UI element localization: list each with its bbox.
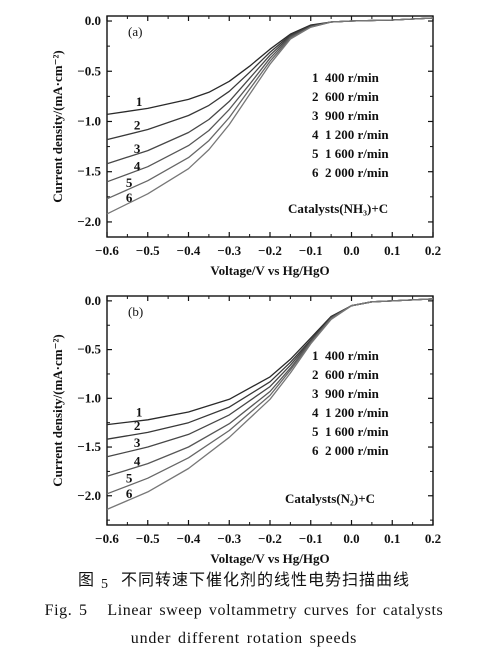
- x-tick-label: −0.4: [177, 243, 201, 258]
- y-tick-label: −0.5: [77, 63, 101, 78]
- x-tick-label: 0.1: [384, 243, 400, 258]
- x-tick-label: −0.3: [217, 243, 241, 258]
- legend-entry: 4 1 200 r/min: [312, 405, 389, 420]
- series-line-6: [106, 298, 434, 510]
- x-tick-label: 0.2: [425, 243, 441, 258]
- legend-entry: 5 1 600 r/min: [312, 424, 389, 439]
- legend-entry: 6 2 000 r/min: [312, 165, 389, 180]
- legend-entry: 5 1 600 r/min: [312, 146, 389, 161]
- series-label-3: 3: [134, 141, 141, 156]
- x-axis-title: Voltage/V vs Hg/HgO: [210, 263, 329, 278]
- x-tick-label: −0.5: [136, 531, 160, 546]
- series-label-6: 6: [126, 486, 133, 501]
- x-tick-label: −0.1: [299, 243, 323, 258]
- x-tick-label: 0.1: [384, 531, 400, 546]
- series-label-2: 2: [134, 118, 141, 133]
- caption-english-line-2: under different rotation speeds: [130, 630, 358, 647]
- series-line-2: [106, 17, 434, 141]
- legend-entry: 2 600 r/min: [312, 89, 380, 104]
- series-label-3: 3: [134, 435, 141, 450]
- caption-cn-fig-number: 5: [101, 577, 110, 592]
- chart-panel-b: −0.6 −0.5 −0.4 −0.3 −0.2 −0.1 0.0 0.1 0.2 0.0 −0.5…: [50, 293, 441, 566]
- x-tick-label: −0.4: [177, 531, 201, 546]
- legend-entry: 3 900 r/min: [312, 108, 380, 123]
- legend-entry: 2 600 r/min: [312, 367, 380, 382]
- caption-cn-text: 不同转速下催化剂的线性电势扫描曲线: [121, 570, 411, 589]
- x-axis-title: Voltage/V vs Hg/HgO: [210, 551, 329, 566]
- x-tick-label: 0.0: [343, 531, 359, 546]
- y-tick-label: −1.0: [77, 390, 101, 405]
- series-line-5: [106, 298, 434, 495]
- series-label-1: 1: [136, 94, 143, 109]
- x-tick-label: −0.2: [258, 243, 282, 258]
- series-label-6: 6: [126, 190, 133, 205]
- y-tick-label: −2.0: [77, 488, 101, 503]
- catalyst-annotation: Catalysts(N₂)+C: [285, 491, 375, 506]
- legend-entry: 6 2 000 r/min: [312, 443, 389, 458]
- y-tick-label: 0.0: [85, 13, 101, 28]
- x-tick-label: −0.3: [217, 531, 241, 546]
- series-label-4: 4: [134, 454, 141, 469]
- legend-entry: 4 1 200 r/min: [312, 127, 389, 142]
- x-tick-label: −0.2: [258, 531, 282, 546]
- x-tick-label: 0.0: [343, 243, 359, 258]
- y-axis-title: Current density/(mA·cm⁻²): [50, 334, 65, 486]
- y-axis-title: Current density/(mA·cm⁻²): [50, 50, 65, 202]
- x-tick-label: −0.1: [299, 531, 323, 546]
- legend-entry: 1 400 r/min: [312, 70, 380, 85]
- y-tick-label: −1.0: [77, 113, 101, 128]
- y-tick-label: −0.5: [77, 342, 101, 357]
- caption-english-line-1: Fig. 5 Linear sweep voltammetry curves f…: [44, 602, 444, 619]
- y-tick-label: −1.5: [77, 164, 101, 179]
- y-tick-label: −2.0: [77, 214, 101, 229]
- catalyst-annotation: Catalysts(NH₃)+C: [288, 201, 388, 216]
- series-label-1: 1: [136, 405, 143, 420]
- series-line-1: [106, 17, 434, 116]
- panel-tag: (a): [128, 24, 142, 39]
- series-label-4: 4: [134, 159, 141, 174]
- series-line-6: [106, 17, 434, 215]
- series-label-5: 5: [126, 471, 133, 486]
- caption-cn-fig-label: 图: [77, 570, 95, 589]
- legend-entry: 3 900 r/min: [312, 386, 380, 401]
- series-label-5: 5: [126, 175, 133, 190]
- x-tick-label: 0.2: [425, 531, 441, 546]
- x-tick-label: −0.6: [95, 243, 119, 258]
- chart-panel-a: −0.6 −0.5 −0.4 −0.3 −0.2 −0.1 0.0 0.1 0.2 0.0 −0.5…: [50, 13, 441, 278]
- x-tick-label: −0.6: [95, 531, 119, 546]
- y-tick-label: 0.0: [85, 293, 101, 308]
- x-tick-label: −0.5: [136, 243, 160, 258]
- panel-tag: (b): [128, 304, 143, 319]
- caption-chinese: 图 5 不同转速下催化剂的线性电势扫描曲线: [0, 566, 488, 593]
- y-tick-label: −1.5: [77, 439, 101, 454]
- series-label-2: 2: [134, 418, 141, 433]
- legend-entry: 1 400 r/min: [312, 348, 380, 363]
